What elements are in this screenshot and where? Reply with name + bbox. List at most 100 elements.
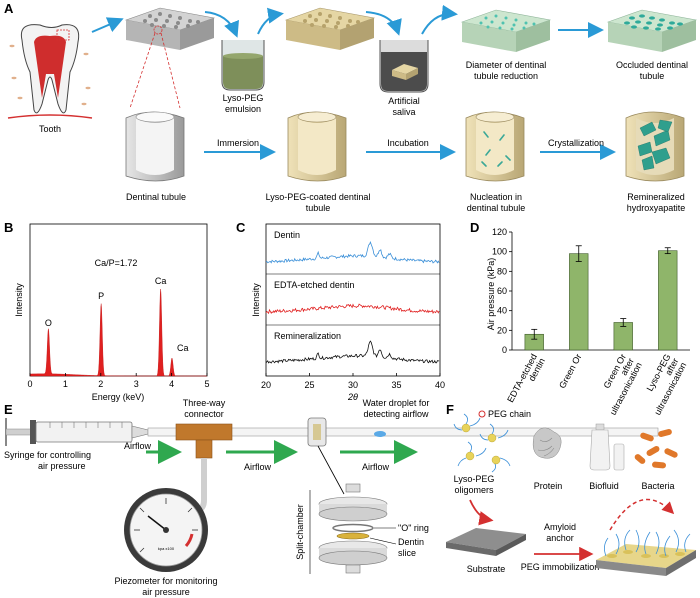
reduced-diameter-block (460, 9, 552, 52)
xrd-traces (265, 241, 440, 364)
bar-y-tick-label: 100 (492, 247, 507, 257)
tubule-nucleation (465, 111, 525, 182)
zoom-line-right (160, 32, 181, 109)
substrate (446, 528, 526, 556)
xrd-x-ticks: 20 25 30 35 40 (261, 373, 445, 390)
coated-label-1: Lyso-PEG-coated dentinal (266, 192, 371, 202)
immobilization-label: PEG immobilization (521, 562, 600, 572)
airflow-label-3: Airflow (362, 462, 390, 472)
dentin-callout (369, 537, 397, 545)
eds-peak-label-4: Ca (177, 343, 189, 353)
bar-category-label-1: EDTA-etcheddentin (505, 352, 547, 408)
bar-category-label-2: Green Or (557, 352, 583, 390)
eds-x-label: Energy (keV) (92, 392, 145, 402)
xrd-trace-2 (265, 303, 440, 315)
oligomer-to-substrate-arrow (469, 499, 494, 526)
bar-y-label: Air pressure (kPa) (486, 258, 496, 331)
arrow-tooth-to-block (91, 17, 124, 33)
occluded-label-1: Occluded dentinal (616, 60, 688, 70)
coated-block (284, 7, 376, 50)
tubule-grey (125, 111, 185, 182)
panel-b-frame (29, 223, 208, 377)
bar-series (524, 245, 678, 351)
tooth-label: Tooth (39, 124, 61, 134)
droplet-label-2: detecting airflow (363, 409, 429, 419)
panel-b-letter: B (4, 220, 13, 235)
remin-label-2: hydroxyapatite (627, 203, 686, 213)
panel-e-letter: E (4, 402, 13, 417)
bar-4 (658, 250, 678, 351)
trace-dentin-label: Dentin (274, 230, 300, 240)
nucleation-label-2: dentinal tubule (467, 203, 526, 213)
piezo-label-1: Piezometer for monitoring (114, 576, 217, 586)
eds-peak-label-2: P (98, 291, 104, 301)
tubule-coated (287, 111, 347, 182)
eds-tick-label: 1 (63, 379, 68, 389)
xrd-tick-label: 40 (435, 380, 445, 390)
remin-label-1: Remineralized (627, 192, 685, 202)
bar-category-labels: EDTA-etcheddentin Green Or Green Orafterul… (505, 352, 688, 416)
dentin-block (124, 7, 216, 50)
bacteria-icon (634, 428, 678, 469)
anchor-label-2: anchor (546, 533, 574, 543)
panel-b: B 0 1 2 3 4 5 O P Ca Ca Ca/P=1.72 Intensity Ener… (4, 220, 210, 402)
crystallization-label: Crystallization (548, 138, 604, 148)
trace-remin-label: Remineralization (274, 331, 341, 341)
artificial-saliva-label-1: Artificial (388, 96, 420, 106)
artificial-saliva-label-2: saliva (392, 107, 415, 117)
xrd-trace-3 (265, 340, 440, 364)
immersion-label: Immersion (217, 138, 259, 148)
diameter-label-2: tubule reduction (474, 71, 538, 81)
bar-axes: 0 20 40 60 80 100 120 (492, 227, 690, 355)
bar-y-tick-label: 40 (497, 306, 507, 316)
anchor-label-1: Amyloid (544, 522, 576, 532)
eds-y-label: Intensity (14, 283, 24, 317)
connector-label-1: Three-way (183, 398, 226, 408)
airflow-label-1: Airflow (124, 441, 152, 451)
eds-tick-label: 4 (169, 379, 174, 389)
split-chamber-label: Split-chamber (295, 504, 305, 560)
occluded-block (606, 9, 698, 52)
bar-2 (569, 253, 589, 351)
piezo-label-2: air pressure (142, 587, 190, 597)
beaker-lyso-peg (221, 40, 265, 91)
arrow-block-to-beaker (204, 11, 239, 38)
oring-label: "O" ring (398, 523, 429, 533)
bar-y-tick-label: 20 (497, 325, 507, 335)
biofluid-icon (589, 423, 625, 471)
oligomers-label-2: oligomers (454, 485, 494, 495)
protein-label: Protein (534, 481, 563, 491)
dentin-slice-label-2: slice (398, 548, 416, 558)
eds-peak-label-3: Ca (155, 276, 167, 286)
eds-tick-label: 3 (134, 379, 139, 389)
eds-spectrum (29, 288, 207, 377)
tooth-illustration (7, 24, 93, 119)
xrd-tick-label: 35 (391, 380, 401, 390)
panel-c: C 20 25 30 35 40 Dentin EDTA-etched dentin R… (236, 220, 445, 402)
arrow-beaker-to-coated (257, 7, 284, 35)
incubation-label: Incubation (387, 138, 429, 148)
zoom-line-left (129, 32, 156, 109)
biofluid-label: Biofluid (589, 481, 619, 491)
xrd-tick-label: 25 (304, 380, 314, 390)
dentin-slice-label-1: Dentin (398, 537, 424, 547)
bar-y-tick-label: 120 (492, 227, 507, 237)
water-droplet (374, 431, 386, 437)
coated-surface (596, 529, 696, 576)
panel-e: E Syringe for controlling air pressure T… (4, 398, 659, 597)
bar-category-label-4: Lyso-PEGafterultrasonication (636, 352, 688, 416)
bar-category-line: Green Or (557, 352, 583, 390)
bar-y-tick-label: 0 (502, 345, 507, 355)
gauge-label: kpa x100 (158, 546, 175, 551)
connector-label-2: connector (184, 409, 224, 419)
xrd-trace-1 (265, 241, 440, 264)
xrd-y-label: Intensity (251, 283, 261, 317)
eds-peak-labels: O P Ca Ca (45, 276, 189, 353)
eds-peak-label-1: O (45, 318, 52, 328)
panel-c-frame (265, 223, 441, 377)
droplet-label-1: Water droplet for (363, 398, 430, 408)
arrow-coated-to-saliva (365, 11, 402, 36)
panel-d-letter: D (470, 220, 479, 235)
split-chamber-inline (307, 417, 327, 447)
